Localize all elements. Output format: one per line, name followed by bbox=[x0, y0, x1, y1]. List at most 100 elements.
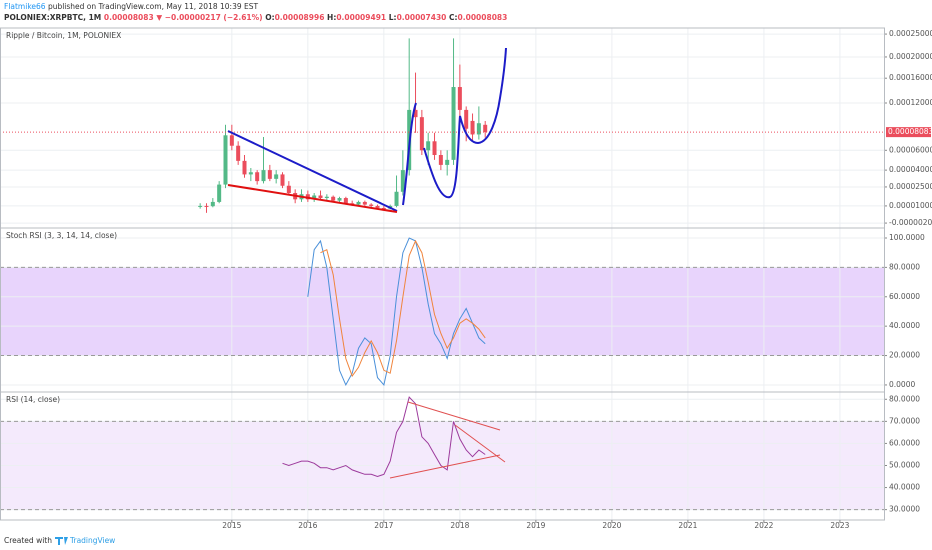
y-tick-label: 0.00025000 bbox=[889, 29, 932, 38]
symbol: POLONIEX:XRPBTC, 1M bbox=[4, 13, 101, 22]
candle-body bbox=[312, 195, 317, 200]
ohlc-value: 0.00007430 bbox=[397, 13, 447, 22]
ohlc-value: 0.00008083 bbox=[458, 13, 508, 22]
pane-title: RSI (14, close) bbox=[6, 395, 60, 404]
y-tick-label: 40.0000 bbox=[889, 321, 920, 330]
curve bbox=[402, 102, 417, 206]
y-tick-label: 80.0000 bbox=[889, 394, 920, 403]
candle-body bbox=[204, 205, 209, 207]
curve bbox=[423, 47, 507, 199]
y-tick-label: 0.00004000 bbox=[889, 165, 932, 174]
trend-line bbox=[227, 184, 398, 213]
y-tick-label: 60.0000 bbox=[889, 292, 920, 301]
x-tick-label: 2016 bbox=[298, 521, 317, 530]
candle-body bbox=[217, 184, 222, 202]
series-line bbox=[282, 396, 486, 478]
y-tick-label: 0.00016000 bbox=[889, 73, 932, 82]
candle-body bbox=[280, 174, 285, 186]
candle-body bbox=[413, 109, 418, 118]
candle-body bbox=[343, 198, 348, 204]
x-tick-label: 2015 bbox=[222, 521, 241, 530]
x-tick-label: 2022 bbox=[754, 521, 773, 530]
candle-body bbox=[451, 87, 456, 160]
y-tick-label: 60.0000 bbox=[889, 438, 920, 447]
candle-body bbox=[286, 185, 291, 194]
band bbox=[0, 267, 884, 356]
last-price-box bbox=[886, 127, 931, 138]
y-tick-label: 70.0000 bbox=[889, 416, 920, 425]
y-tick-label: 0.00001000 bbox=[889, 201, 932, 210]
ohlc-key: L: bbox=[389, 13, 397, 22]
author[interactable]: Flatmike66 bbox=[4, 2, 46, 11]
footer-created: Created with bbox=[4, 536, 52, 545]
candle-body bbox=[470, 120, 475, 135]
ohlc-key: C: bbox=[449, 13, 458, 22]
candle-body bbox=[318, 195, 323, 199]
y-tick-label: 0.00002500 bbox=[889, 182, 932, 191]
candle-body bbox=[476, 123, 481, 135]
candle-body bbox=[362, 201, 367, 205]
candle-body bbox=[236, 145, 241, 161]
pane-title: Ripple / Bitcoin, 1M, POLONIEX bbox=[6, 31, 121, 40]
candle-body bbox=[337, 198, 342, 201]
candle-body bbox=[223, 135, 228, 185]
change: ▼ −0.00000217 (−2.61%) bbox=[156, 13, 262, 22]
candle-body bbox=[432, 141, 437, 156]
header-line: Flatmike66 published on TradingView.com,… bbox=[4, 2, 259, 11]
y-tick-label: 40.0000 bbox=[889, 483, 920, 492]
drawings bbox=[227, 47, 507, 479]
trend-line bbox=[389, 454, 501, 479]
candle-body bbox=[255, 172, 260, 182]
ohlc-value: 0.00008996 bbox=[275, 13, 325, 22]
y-tick-label: 0.0000 bbox=[889, 380, 915, 389]
pane-title: Stoch RSI (3, 3, 14, 14, close) bbox=[6, 231, 117, 240]
candle-body bbox=[369, 204, 374, 206]
y-tick-label: 50.0000 bbox=[889, 460, 920, 469]
footer-brand[interactable]: TradingView bbox=[69, 536, 115, 545]
y-tick-label: 0.00006000 bbox=[889, 145, 932, 154]
candle-body bbox=[457, 87, 462, 110]
candle-body bbox=[229, 135, 234, 146]
last: 0.00008083 bbox=[104, 13, 154, 22]
y-tick-label: 80.0000 bbox=[889, 262, 920, 271]
x-tick-label: 2023 bbox=[830, 521, 849, 530]
candle-body bbox=[438, 155, 443, 165]
candle-body bbox=[324, 196, 329, 199]
x-tick-label: 2020 bbox=[602, 521, 621, 530]
x-tick-label: 2021 bbox=[678, 521, 697, 530]
candle-body bbox=[381, 207, 386, 209]
candle-body bbox=[483, 124, 488, 133]
x-tick-label: 2019 bbox=[526, 521, 545, 530]
candle-body bbox=[394, 191, 399, 206]
candle-body bbox=[274, 174, 279, 179]
last-price-label: 0.00008083 bbox=[888, 127, 932, 136]
candle-body bbox=[400, 170, 405, 192]
candle-body bbox=[375, 205, 380, 208]
y-tick-label: -0.00000200 bbox=[889, 218, 932, 227]
candle-body bbox=[331, 196, 336, 201]
candle-body bbox=[426, 141, 431, 151]
y-tick-label: 0.00012000 bbox=[889, 98, 932, 107]
ohlc-key: O: bbox=[265, 13, 274, 22]
candle-body bbox=[445, 159, 450, 165]
published: published on TradingView.com, May 11, 20… bbox=[46, 2, 259, 11]
symbol-line: POLONIEX:XRPBTC, 1M 0.00008083 ▼ −0.0000… bbox=[4, 13, 507, 22]
pane-border bbox=[0, 27, 885, 229]
y-tick-label: 30.0000 bbox=[889, 505, 920, 514]
pane-border bbox=[0, 391, 885, 521]
panes: 0.00025000 0.00020000 0.00016000 0.00012000… bbox=[0, 27, 932, 530]
trend-line bbox=[407, 401, 501, 431]
candle-body bbox=[248, 172, 253, 175]
series-line bbox=[307, 237, 486, 387]
candle-body bbox=[261, 170, 266, 182]
ohlc-key: H: bbox=[327, 13, 336, 22]
candle-body bbox=[356, 201, 361, 205]
series-line bbox=[320, 239, 486, 378]
ohlc-value: 0.00009491 bbox=[336, 13, 386, 22]
candle-body bbox=[419, 117, 424, 151]
candle-body bbox=[267, 170, 272, 179]
trend-line bbox=[227, 130, 398, 212]
x-tick-label: 2017 bbox=[374, 521, 393, 530]
logo bbox=[55, 537, 68, 545]
